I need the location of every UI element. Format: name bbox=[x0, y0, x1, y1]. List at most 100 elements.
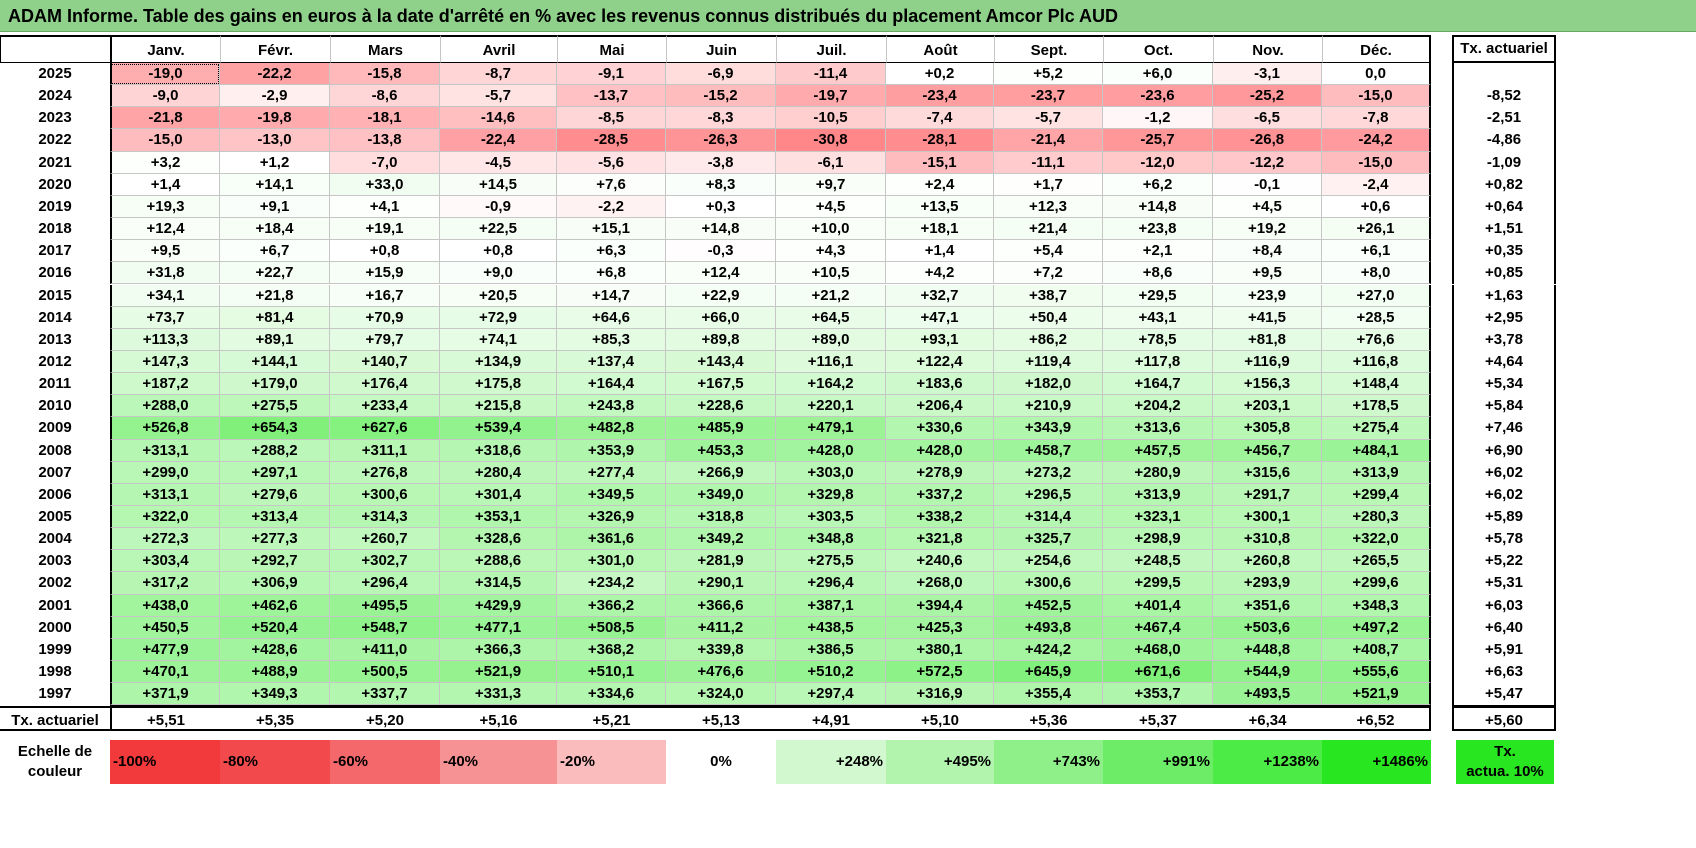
table-cell[interactable]: +9,1 bbox=[220, 195, 330, 219]
table-cell[interactable]: +353,9 bbox=[557, 439, 666, 462]
table-cell[interactable]: +521,9 bbox=[1322, 683, 1431, 706]
table-cell[interactable]: +299,6 bbox=[1322, 572, 1431, 595]
table-cell[interactable]: -22,4 bbox=[440, 129, 557, 152]
table-cell[interactable]: +380,1 bbox=[886, 638, 994, 662]
table-cell[interactable]: -6,1 bbox=[776, 151, 886, 174]
table-cell[interactable]: -25,2 bbox=[1213, 85, 1322, 108]
table-cell[interactable]: +303,0 bbox=[776, 461, 886, 484]
table-cell[interactable]: +331,3 bbox=[440, 683, 557, 706]
table-cell[interactable]: +187,2 bbox=[110, 373, 220, 396]
table-cell[interactable]: +265,5 bbox=[1322, 550, 1431, 573]
table-cell[interactable]: -0,9 bbox=[440, 195, 557, 219]
table-cell[interactable]: +470,1 bbox=[110, 661, 220, 684]
table-cell[interactable]: +503,6 bbox=[1213, 616, 1322, 639]
table-cell[interactable]: +313,6 bbox=[1103, 417, 1213, 440]
table-cell[interactable]: +116,1 bbox=[776, 350, 886, 374]
table-cell[interactable]: +6,3 bbox=[557, 240, 666, 263]
table-cell[interactable]: -25,7 bbox=[1103, 129, 1213, 152]
table-cell[interactable]: +288,0 bbox=[110, 395, 220, 418]
table-cell[interactable]: +297,1 bbox=[220, 461, 330, 484]
table-cell[interactable]: +215,8 bbox=[440, 395, 557, 418]
table-cell[interactable]: -23,6 bbox=[1103, 85, 1213, 108]
table-cell[interactable]: +85,3 bbox=[557, 328, 666, 351]
table-cell[interactable]: +6,7 bbox=[220, 240, 330, 263]
table-cell[interactable]: +338,2 bbox=[886, 506, 994, 529]
table-cell[interactable]: +339,8 bbox=[666, 638, 776, 662]
table-cell[interactable]: +179,0 bbox=[220, 373, 330, 396]
table-cell[interactable]: +306,9 bbox=[220, 572, 330, 595]
table-cell[interactable]: +371,9 bbox=[110, 683, 220, 706]
table-cell[interactable]: +9,7 bbox=[776, 173, 886, 196]
table-cell[interactable]: +156,3 bbox=[1213, 373, 1322, 396]
table-cell[interactable]: +15,9 bbox=[330, 262, 440, 285]
table-cell[interactable]: +137,4 bbox=[557, 350, 666, 374]
table-cell[interactable]: +12,4 bbox=[110, 218, 220, 241]
table-cell[interactable]: +275,5 bbox=[220, 395, 330, 418]
table-cell[interactable]: +6,0 bbox=[1103, 63, 1213, 86]
table-cell[interactable]: +14,8 bbox=[1103, 195, 1213, 219]
table-cell[interactable]: -9,0 bbox=[110, 85, 220, 108]
table-cell[interactable]: +280,4 bbox=[440, 461, 557, 484]
table-cell[interactable]: +86,2 bbox=[994, 328, 1103, 351]
table-cell[interactable]: +627,6 bbox=[330, 417, 440, 440]
table-cell[interactable]: -28,5 bbox=[557, 129, 666, 152]
table-cell[interactable]: +10,5 bbox=[776, 262, 886, 285]
table-cell[interactable]: +1,4 bbox=[886, 240, 994, 263]
table-cell[interactable]: -22,2 bbox=[220, 63, 330, 86]
table-cell[interactable]: +302,7 bbox=[330, 550, 440, 573]
table-cell[interactable]: -15,0 bbox=[1322, 151, 1431, 174]
table-cell[interactable]: +164,4 bbox=[557, 373, 666, 396]
table-cell[interactable]: +93,1 bbox=[886, 328, 994, 351]
table-cell[interactable]: +14,5 bbox=[440, 173, 557, 196]
table-cell[interactable]: -19,8 bbox=[220, 107, 330, 130]
table-cell[interactable]: +21,2 bbox=[776, 284, 886, 307]
table-cell[interactable]: +493,5 bbox=[1213, 683, 1322, 706]
table-cell[interactable]: -15,1 bbox=[886, 151, 994, 174]
table-cell[interactable]: +20,5 bbox=[440, 284, 557, 307]
table-cell[interactable]: +277,4 bbox=[557, 461, 666, 484]
table-cell[interactable]: +351,6 bbox=[1213, 594, 1322, 617]
table-cell[interactable]: +268,0 bbox=[886, 572, 994, 595]
table-cell[interactable]: -1,2 bbox=[1103, 107, 1213, 130]
table-cell[interactable]: +303,4 bbox=[110, 550, 220, 573]
table-cell[interactable]: +6,1 bbox=[1322, 240, 1431, 263]
table-cell[interactable]: +116,9 bbox=[1213, 350, 1322, 374]
table-cell[interactable]: -15,8 bbox=[330, 63, 440, 86]
table-cell[interactable]: +0,8 bbox=[440, 240, 557, 263]
table-cell[interactable]: +544,9 bbox=[1213, 661, 1322, 684]
table-cell[interactable]: +66,0 bbox=[666, 306, 776, 329]
table-cell[interactable]: +450,5 bbox=[110, 616, 220, 639]
table-cell[interactable]: -5,7 bbox=[994, 107, 1103, 130]
table-cell[interactable]: +33,0 bbox=[330, 173, 440, 196]
table-cell[interactable]: +325,7 bbox=[994, 528, 1103, 551]
table-cell[interactable]: +280,9 bbox=[1103, 461, 1213, 484]
table-cell[interactable]: +4,2 bbox=[886, 262, 994, 285]
table-cell[interactable]: +368,2 bbox=[557, 638, 666, 662]
table-cell[interactable]: -24,2 bbox=[1322, 129, 1431, 152]
table-cell[interactable]: +0,8 bbox=[330, 240, 440, 263]
table-cell[interactable]: +16,7 bbox=[330, 284, 440, 307]
table-cell[interactable]: +349,5 bbox=[557, 483, 666, 506]
table-cell[interactable]: +296,4 bbox=[330, 572, 440, 595]
table-cell[interactable]: +318,6 bbox=[440, 439, 557, 462]
table-cell[interactable]: +313,4 bbox=[220, 506, 330, 529]
table-cell[interactable]: -6,9 bbox=[666, 63, 776, 86]
table-cell[interactable]: +326,9 bbox=[557, 506, 666, 529]
table-cell[interactable]: +288,2 bbox=[220, 439, 330, 462]
table-cell[interactable]: +452,5 bbox=[994, 594, 1103, 617]
table-cell[interactable]: +21,4 bbox=[994, 218, 1103, 241]
table-cell[interactable]: +476,6 bbox=[666, 661, 776, 684]
table-cell[interactable]: -7,4 bbox=[886, 107, 994, 130]
table-cell[interactable]: -3,1 bbox=[1213, 63, 1322, 86]
table-cell[interactable]: +408,7 bbox=[1322, 638, 1431, 662]
table-cell[interactable]: +76,6 bbox=[1322, 328, 1431, 351]
table-cell[interactable]: +394,4 bbox=[886, 594, 994, 617]
table-cell[interactable]: +322,0 bbox=[110, 506, 220, 529]
table-cell[interactable]: +72,9 bbox=[440, 306, 557, 329]
table-cell[interactable]: +458,7 bbox=[994, 439, 1103, 462]
table-cell[interactable]: +645,9 bbox=[994, 661, 1103, 684]
table-cell[interactable]: +248,5 bbox=[1103, 550, 1213, 573]
table-cell[interactable]: -4,5 bbox=[440, 151, 557, 174]
table-cell[interactable]: +324,0 bbox=[666, 683, 776, 706]
table-cell[interactable]: +220,1 bbox=[776, 395, 886, 418]
